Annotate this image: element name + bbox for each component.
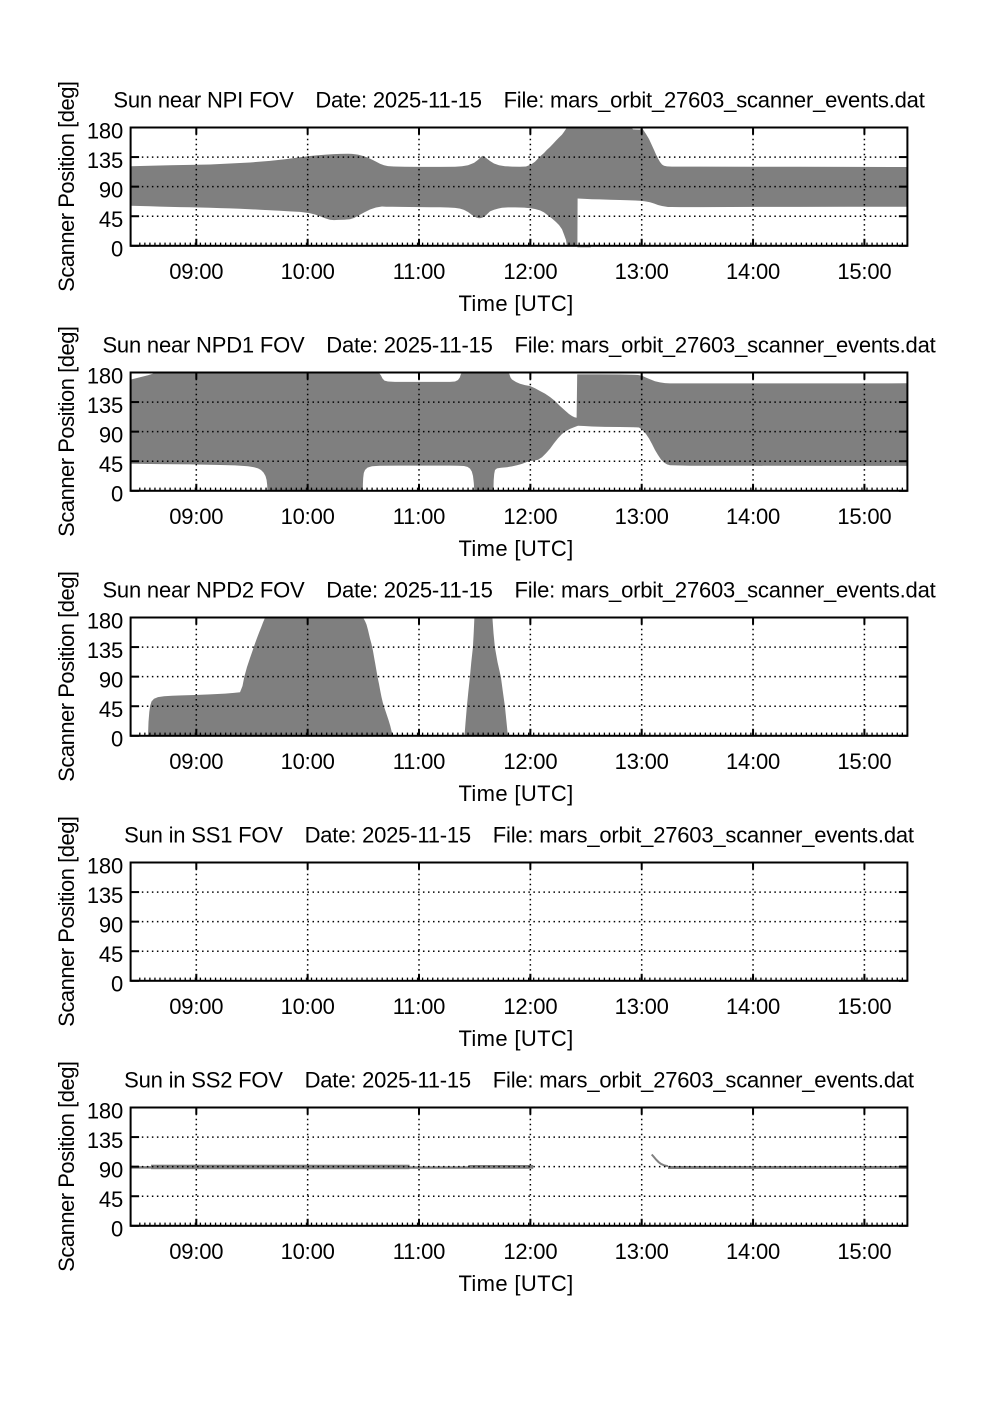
svg-text:15:00: 15:00 — [837, 994, 891, 1019]
svg-text:15:00: 15:00 — [837, 749, 891, 774]
svg-text:180: 180 — [87, 608, 123, 633]
svg-text:0: 0 — [111, 237, 123, 262]
svg-text:45: 45 — [99, 697, 123, 722]
svg-text:Sun near NPI FOV Date: 2025-11: Sun near NPI FOV Date: 2025-11-15 File: … — [113, 88, 924, 113]
svg-text:135: 135 — [87, 148, 123, 173]
svg-text:15:00: 15:00 — [837, 504, 891, 529]
svg-text:12:00: 12:00 — [503, 504, 557, 529]
svg-text:12:00: 12:00 — [503, 749, 557, 774]
svg-text:0: 0 — [111, 482, 123, 507]
svg-text:09:00: 09:00 — [169, 749, 223, 774]
svg-text:13:00: 13:00 — [615, 504, 669, 529]
svg-text:14:00: 14:00 — [726, 1239, 780, 1264]
svg-text:135: 135 — [87, 883, 123, 908]
svg-text:0: 0 — [111, 1217, 123, 1242]
svg-text:180: 180 — [87, 1098, 123, 1123]
svg-text:45: 45 — [99, 207, 123, 232]
svg-text:Time [UTC]: Time [UTC] — [458, 1026, 573, 1051]
svg-text:13:00: 13:00 — [615, 749, 669, 774]
svg-text:Scanner Position [deg]: Scanner Position [deg] — [54, 816, 79, 1026]
svg-text:10:00: 10:00 — [281, 504, 335, 529]
svg-text:15:00: 15:00 — [837, 259, 891, 284]
svg-text:Sun near NPD1 FOV Date: 2025-1: Sun near NPD1 FOV Date: 2025-11-15 File:… — [102, 333, 935, 358]
svg-text:Time [UTC]: Time [UTC] — [458, 781, 573, 806]
svg-text:10:00: 10:00 — [281, 1239, 335, 1264]
svg-text:12:00: 12:00 — [503, 994, 557, 1019]
svg-text:Sun in SS1 FOV Date: 2025-11-1: Sun in SS1 FOV Date: 2025-11-15 File: ma… — [124, 823, 914, 848]
svg-text:12:00: 12:00 — [503, 259, 557, 284]
svg-text:09:00: 09:00 — [169, 504, 223, 529]
svg-text:Scanner Position [deg]: Scanner Position [deg] — [54, 571, 79, 781]
svg-text:14:00: 14:00 — [726, 749, 780, 774]
svg-text:0: 0 — [111, 972, 123, 997]
svg-text:135: 135 — [87, 393, 123, 418]
svg-text:180: 180 — [87, 853, 123, 878]
svg-text:90: 90 — [99, 912, 123, 937]
svg-text:Time [UTC]: Time [UTC] — [458, 536, 573, 561]
svg-text:180: 180 — [87, 363, 123, 388]
svg-text:Scanner Position [deg]: Scanner Position [deg] — [54, 326, 79, 536]
svg-text:14:00: 14:00 — [726, 504, 780, 529]
svg-text:14:00: 14:00 — [726, 259, 780, 284]
svg-text:11:00: 11:00 — [393, 504, 445, 529]
svg-text:11:00: 11:00 — [393, 994, 445, 1019]
svg-text:12:00: 12:00 — [503, 1239, 557, 1264]
svg-text:90: 90 — [99, 1157, 123, 1182]
svg-text:Sun near NPD2 FOV Date: 2025-1: Sun near NPD2 FOV Date: 2025-11-15 File:… — [102, 578, 935, 603]
svg-text:135: 135 — [87, 1128, 123, 1153]
svg-text:Time [UTC]: Time [UTC] — [458, 291, 573, 316]
svg-text:Scanner Position [deg]: Scanner Position [deg] — [54, 1061, 79, 1271]
svg-text:180: 180 — [87, 118, 123, 143]
svg-text:Sun in SS2 FOV Date: 2025-11-1: Sun in SS2 FOV Date: 2025-11-15 File: ma… — [124, 1068, 914, 1093]
svg-text:11:00: 11:00 — [393, 1239, 445, 1264]
svg-text:13:00: 13:00 — [615, 259, 669, 284]
svg-text:Scanner Position [deg]: Scanner Position [deg] — [54, 81, 79, 291]
svg-text:90: 90 — [99, 422, 123, 447]
svg-text:09:00: 09:00 — [169, 994, 223, 1019]
svg-text:135: 135 — [87, 638, 123, 663]
svg-text:09:00: 09:00 — [169, 1239, 223, 1264]
svg-text:0: 0 — [111, 727, 123, 752]
svg-text:13:00: 13:00 — [615, 1239, 669, 1264]
svg-text:14:00: 14:00 — [726, 994, 780, 1019]
svg-text:10:00: 10:00 — [281, 994, 335, 1019]
svg-text:90: 90 — [99, 177, 123, 202]
svg-text:10:00: 10:00 — [281, 749, 335, 774]
svg-text:11:00: 11:00 — [393, 749, 445, 774]
svg-text:Time [UTC]: Time [UTC] — [458, 1271, 573, 1296]
svg-text:90: 90 — [99, 667, 123, 692]
svg-text:10:00: 10:00 — [281, 259, 335, 284]
svg-text:45: 45 — [99, 452, 123, 477]
svg-text:15:00: 15:00 — [837, 1239, 891, 1264]
svg-text:45: 45 — [99, 942, 123, 967]
svg-text:09:00: 09:00 — [169, 259, 223, 284]
svg-text:13:00: 13:00 — [615, 994, 669, 1019]
svg-text:45: 45 — [99, 1187, 123, 1212]
svg-text:11:00: 11:00 — [393, 259, 445, 284]
